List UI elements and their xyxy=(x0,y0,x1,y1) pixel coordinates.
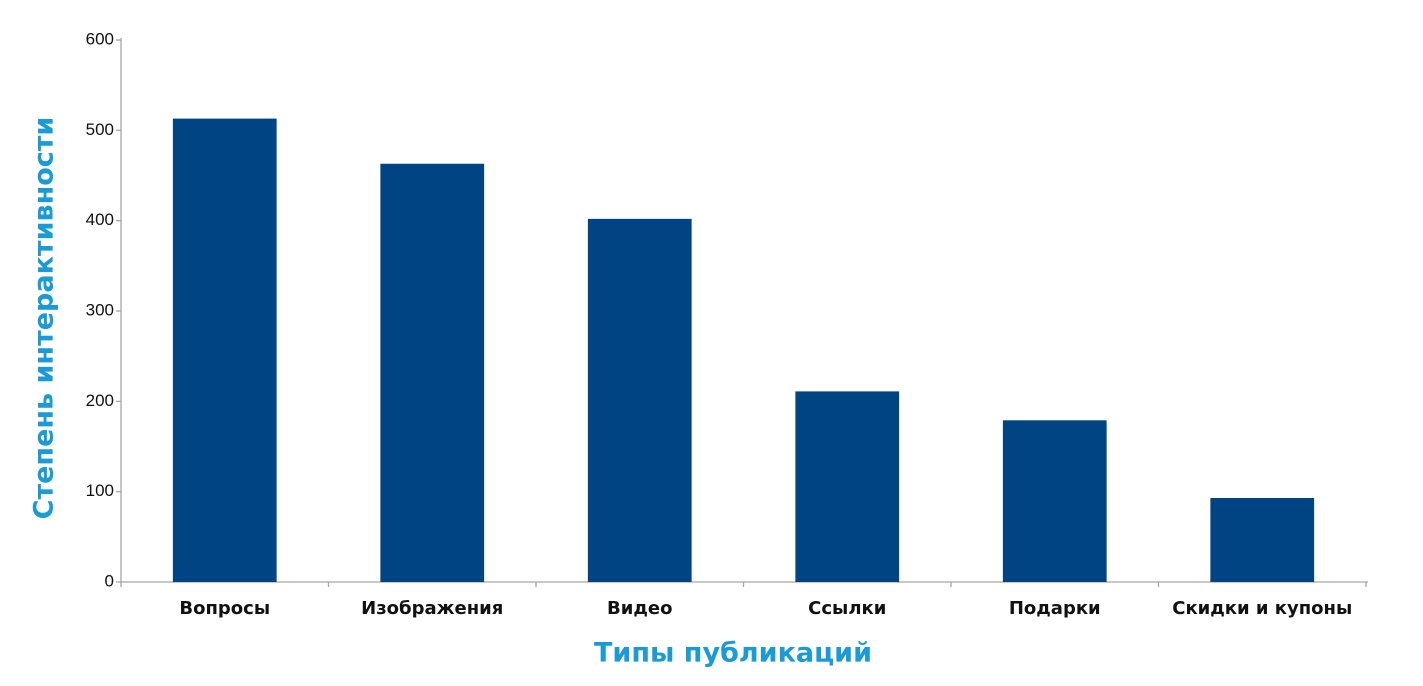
bar xyxy=(172,118,277,582)
y-tick-label: 0 xyxy=(105,571,114,590)
x-tick-label: Изображения xyxy=(361,598,503,619)
x-tick-label: Ссылки xyxy=(808,598,886,619)
bar xyxy=(587,218,692,583)
x-tick-label: Скидки и купоны xyxy=(1172,598,1352,619)
y-tick-label: 200 xyxy=(86,391,114,410)
y-tick-label: 300 xyxy=(86,300,114,319)
x-tick-label: Вопросы xyxy=(179,598,270,619)
x-axis-title: Типы публикаций xyxy=(594,638,872,669)
y-tick-label: 400 xyxy=(86,210,114,229)
bar xyxy=(1002,420,1107,582)
y-axis-title: Степень интерактивности xyxy=(29,117,60,520)
bar xyxy=(1210,497,1315,582)
y-tick-label: 100 xyxy=(86,481,114,500)
y-tick-label: 500 xyxy=(86,120,114,139)
x-tick-label: Подарки xyxy=(1009,598,1101,619)
bar xyxy=(795,391,900,582)
bar xyxy=(380,163,485,583)
x-tick-label: Видео xyxy=(607,598,672,619)
y-tick-label: 600 xyxy=(86,29,114,48)
